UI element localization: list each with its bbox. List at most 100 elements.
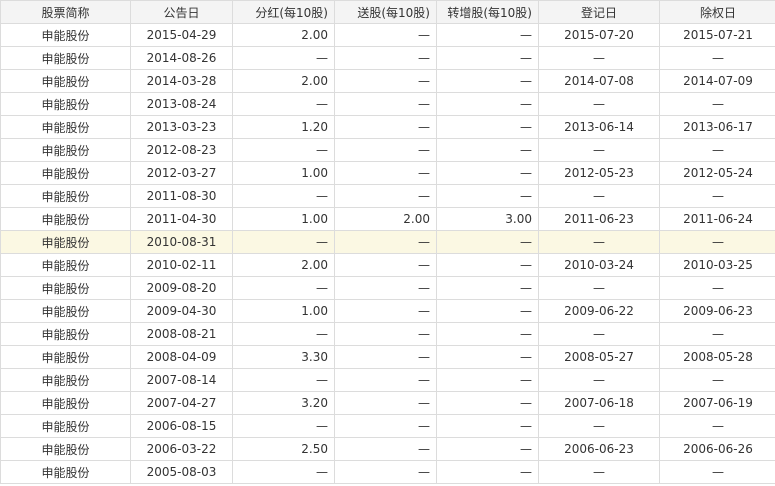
cell-dividend: 3.30	[232, 345, 335, 369]
cell-stock-name: 申能股份	[0, 391, 131, 415]
cell-bonus-shares: —	[334, 253, 437, 277]
table-row[interactable]: 申能股份 2010-02-11 2.00— —2010-03-24 2010-03-25	[0, 253, 775, 277]
cell-bonus-shares: 2.00	[334, 207, 437, 231]
table-row[interactable]: 申能股份 2008-08-21— — — — —	[0, 322, 775, 346]
cell-record-date: —	[538, 138, 660, 162]
cell-record-date: 2013-06-14	[538, 115, 660, 139]
cell-dividend: —	[232, 184, 335, 208]
cell-stock-name: 申能股份	[0, 368, 131, 392]
cell-ex-date: 2014-07-09	[659, 69, 775, 93]
cell-stock-name: 申能股份	[0, 299, 131, 323]
cell-dividend: 2.00	[232, 69, 335, 93]
cell-record-date: —	[538, 92, 660, 116]
header-announce-date[interactable]: 公告日	[130, 0, 233, 24]
cell-transfer-shares: —	[436, 345, 539, 369]
cell-ex-date: 2015-07-21	[659, 23, 775, 47]
table-row[interactable]: 申能股份 2011-04-30 1.00 2.00 3.00 2011-06-23 2011…	[0, 207, 775, 231]
cell-transfer-shares: —	[436, 138, 539, 162]
cell-announce-date: 2011-04-30	[130, 207, 233, 231]
cell-stock-name: 申能股份	[0, 253, 131, 277]
cell-stock-name: 申能股份	[0, 161, 131, 185]
cell-stock-name: 申能股份	[0, 322, 131, 346]
cell-record-date: —	[538, 184, 660, 208]
table-row[interactable]: 申能股份 2012-08-23— — — — —	[0, 138, 775, 162]
cell-bonus-shares: —	[334, 161, 437, 185]
cell-announce-date: 2009-04-30	[130, 299, 233, 323]
cell-bonus-shares: —	[334, 69, 437, 93]
header-ex-date[interactable]: 除权日	[659, 0, 775, 24]
cell-transfer-shares: —	[436, 391, 539, 415]
table-row[interactable]: 申能股份 2006-08-15— — — — —	[0, 414, 775, 438]
cell-transfer-shares: —	[436, 115, 539, 139]
table-row[interactable]: 申能股份 2015-04-29 2.00— —2015-07-20 2015-07-21	[0, 23, 775, 47]
cell-ex-date: —	[659, 92, 775, 116]
table-row[interactable]: 申能股份 2007-08-14— — — — —	[0, 368, 775, 392]
cell-stock-name: 申能股份	[0, 23, 131, 47]
cell-record-date: 2014-07-08	[538, 69, 660, 93]
cell-ex-date: 2012-05-24	[659, 161, 775, 185]
cell-stock-name: 申能股份	[0, 92, 131, 116]
cell-record-date: 2008-05-27	[538, 345, 660, 369]
cell-stock-name: 申能股份	[0, 184, 131, 208]
cell-record-date: —	[538, 230, 660, 254]
table-row[interactable]: 申能股份 2010-08-31— — — — —	[0, 230, 775, 254]
cell-dividend: —	[232, 92, 335, 116]
cell-transfer-shares: —	[436, 437, 539, 461]
table-row[interactable]: 申能股份 2009-04-30 1.00— —2009-06-22 2009-06-23	[0, 299, 775, 323]
cell-record-date: —	[538, 46, 660, 70]
cell-announce-date: 2011-08-30	[130, 184, 233, 208]
cell-stock-name: 申能股份	[0, 69, 131, 93]
cell-ex-date: 2011-06-24	[659, 207, 775, 231]
table-row[interactable]: 申能股份 2011-08-30— — — — —	[0, 184, 775, 208]
cell-dividend: 2.00	[232, 253, 335, 277]
cell-bonus-shares: —	[334, 460, 437, 484]
cell-transfer-shares: 3.00	[436, 207, 539, 231]
cell-bonus-shares: —	[334, 230, 437, 254]
cell-announce-date: 2009-08-20	[130, 276, 233, 300]
cell-bonus-shares: —	[334, 437, 437, 461]
table-row[interactable]: 申能股份 2013-08-24— — — — —	[0, 92, 775, 116]
header-stock-name[interactable]: 股票简称	[0, 0, 131, 24]
cell-ex-date: 2010-03-25	[659, 253, 775, 277]
cell-ex-date: 2008-05-28	[659, 345, 775, 369]
table-row[interactable]: 申能股份 2012-03-27 1.00— —2012-05-23 2012-05-24	[0, 161, 775, 185]
header-record-date[interactable]: 登记日	[538, 0, 660, 24]
table-row[interactable]: 申能股份 2007-04-27 3.20— —2007-06-18 2007-06-19	[0, 391, 775, 415]
cell-stock-name: 申能股份	[0, 138, 131, 162]
cell-ex-date: —	[659, 46, 775, 70]
table-row[interactable]: 申能股份 2013-03-23 1.20— —2013-06-14 2013-06-17	[0, 115, 775, 139]
table-row[interactable]: 申能股份 2014-08-26— — — — —	[0, 46, 775, 70]
cell-transfer-shares: —	[436, 23, 539, 47]
cell-announce-date: 2008-08-21	[130, 322, 233, 346]
table-row[interactable]: 申能股份 2006-03-22 2.50— —2006-06-23 2006-06-26	[0, 437, 775, 461]
header-bonus-shares[interactable]: 送股(每10股)	[334, 0, 437, 24]
cell-bonus-shares: —	[334, 92, 437, 116]
cell-stock-name: 申能股份	[0, 437, 131, 461]
table-row[interactable]: 申能股份 2005-08-03— — — — —	[0, 460, 775, 484]
cell-record-date: 2006-06-23	[538, 437, 660, 461]
cell-record-date: —	[538, 414, 660, 438]
cell-stock-name: 申能股份	[0, 345, 131, 369]
header-transfer-shares[interactable]: 转增股(每10股)	[436, 0, 539, 24]
cell-announce-date: 2014-03-28	[130, 69, 233, 93]
cell-bonus-shares: —	[334, 115, 437, 139]
cell-bonus-shares: —	[334, 322, 437, 346]
cell-announce-date: 2012-08-23	[130, 138, 233, 162]
cell-announce-date: 2010-08-31	[130, 230, 233, 254]
cell-bonus-shares: —	[334, 184, 437, 208]
table-row[interactable]: 申能股份 2014-03-28 2.00— —2014-07-08 2014-07-09	[0, 69, 775, 93]
cell-announce-date: 2012-03-27	[130, 161, 233, 185]
cell-record-date: 2015-07-20	[538, 23, 660, 47]
cell-transfer-shares: —	[436, 276, 539, 300]
table-row[interactable]: 申能股份 2008-04-09 3.30— —2008-05-27 2008-05-28	[0, 345, 775, 369]
cell-stock-name: 申能股份	[0, 414, 131, 438]
cell-bonus-shares: —	[334, 391, 437, 415]
header-dividend[interactable]: 分红(每10股)	[232, 0, 335, 24]
table-header: 股票简称 公告日 分红(每10股) 送股(每10股) 转增股(每10股) 登记日…	[0, 0, 775, 24]
cell-transfer-shares: —	[436, 253, 539, 277]
cell-ex-date: 2006-06-26	[659, 437, 775, 461]
cell-ex-date: —	[659, 414, 775, 438]
cell-ex-date: 2013-06-17	[659, 115, 775, 139]
table-row[interactable]: 申能股份 2009-08-20— — — — —	[0, 276, 775, 300]
